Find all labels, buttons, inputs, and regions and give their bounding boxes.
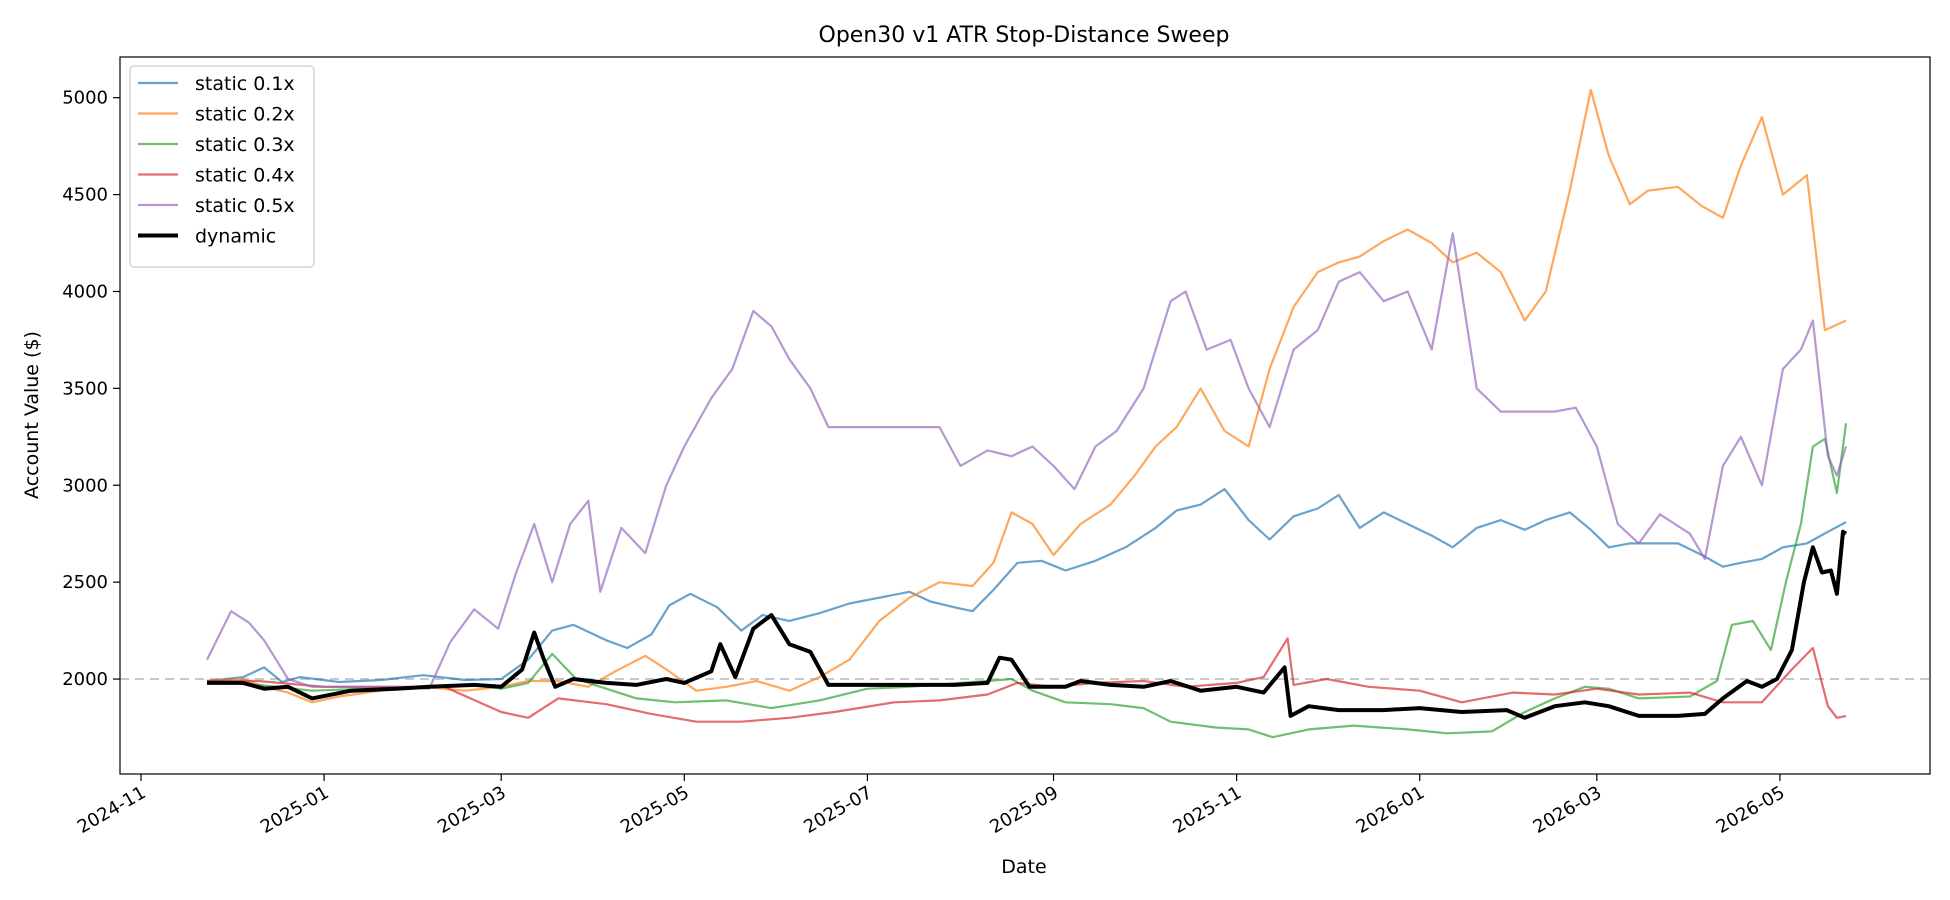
- series-line-1: [206, 88, 1847, 704]
- plot-frame: [119, 56, 1931, 775]
- y-tick-label: 2000: [62, 669, 108, 690]
- y-axis: 2000 2500 3000 3500 4000 4500 5000: [62, 88, 120, 690]
- legend: static 0.1x static 0.2x static 0.3x static …: [129, 65, 315, 268]
- y-tick-label: 2500: [62, 572, 108, 593]
- legend-label: dynamic: [195, 226, 276, 248]
- chart-title: Open30 v1 ATR Stop-Distance Sweep: [819, 23, 1230, 48]
- legend-label: static 0.2x: [195, 104, 295, 126]
- y-tick-label: 4500: [62, 185, 108, 206]
- plot-area: [119, 56, 1931, 775]
- series-line-5: [207, 529, 1848, 720]
- legend-label: static 0.4x: [195, 165, 295, 187]
- series-line-0: [206, 488, 1847, 684]
- legend-label: static 0.1x: [195, 73, 295, 95]
- legend-label: static 0.3x: [195, 134, 295, 156]
- y-axis-title: Account Value ($): [21, 331, 43, 499]
- legend-box: [129, 65, 315, 268]
- x-axis-title: Date: [1001, 856, 1046, 878]
- y-tick-label: 5000: [62, 88, 108, 109]
- series-layer: [206, 88, 1848, 739]
- legend-label: static 0.5x: [195, 195, 295, 217]
- y-tick-label: 3500: [62, 378, 108, 399]
- y-tick-label: 4000: [62, 281, 108, 302]
- y-tick-label: 3000: [62, 475, 108, 496]
- series-line-4: [206, 232, 1848, 690]
- series-line-2: [206, 423, 1848, 739]
